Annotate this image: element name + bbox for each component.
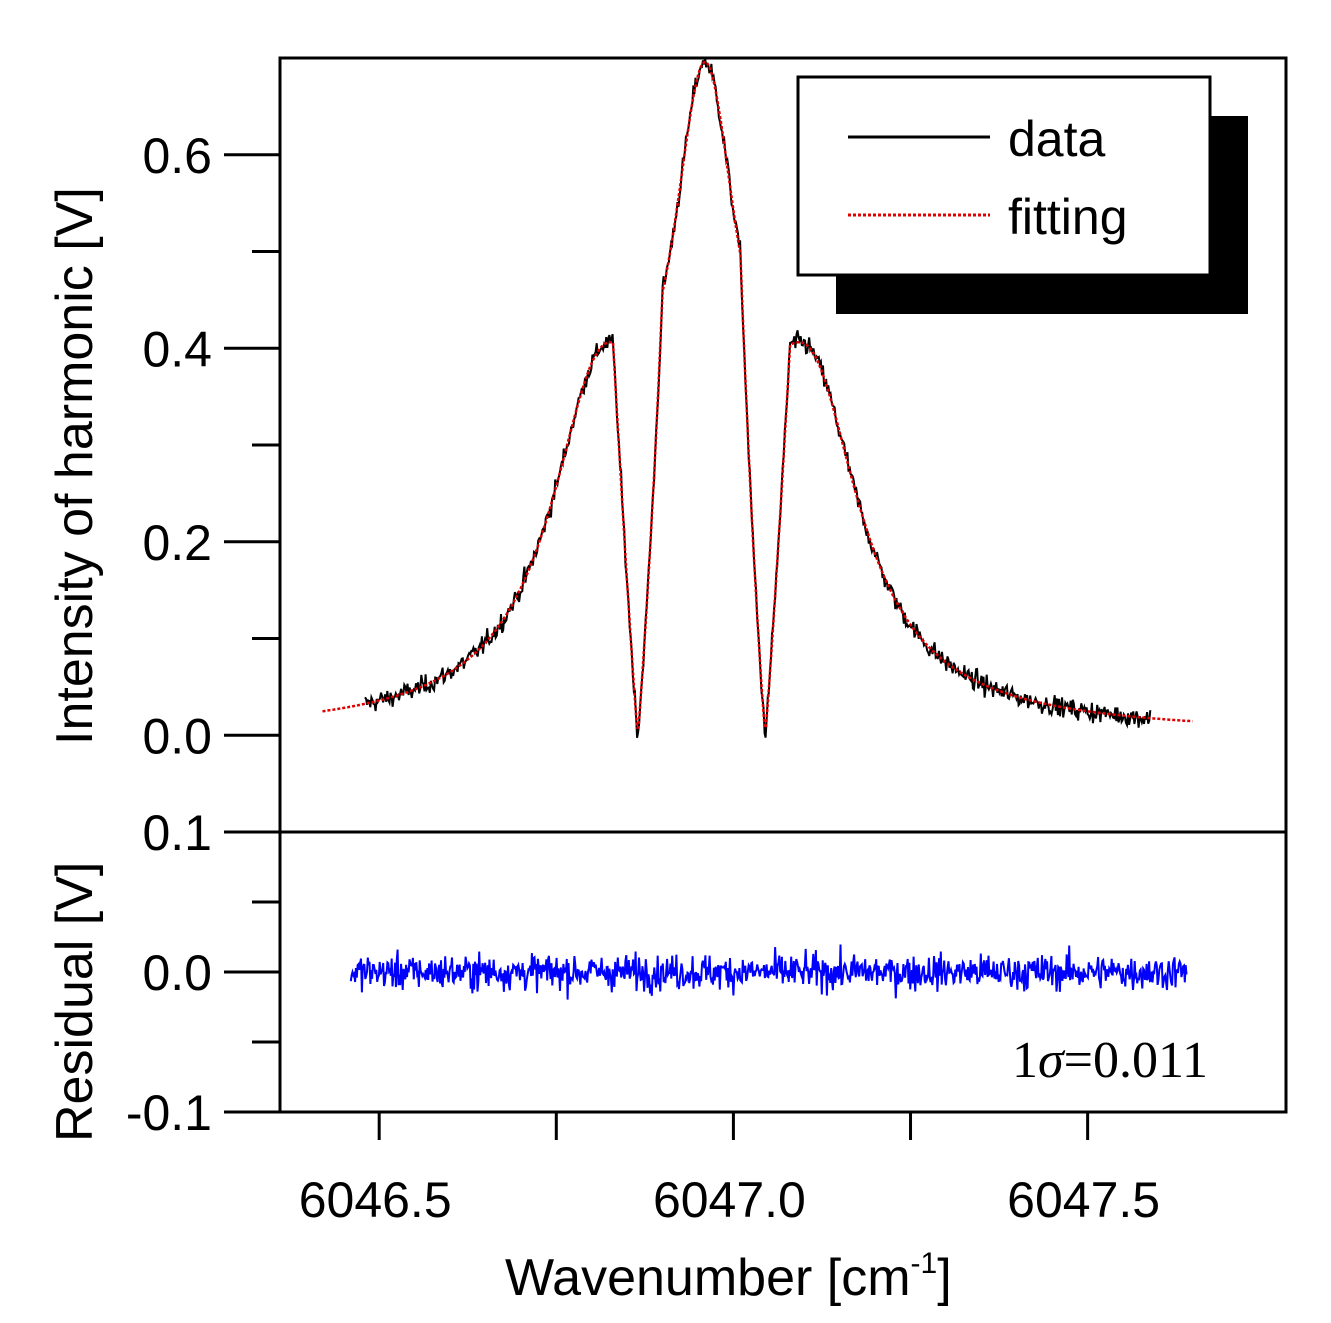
sigma-symbol: σ [1038, 1032, 1066, 1089]
y-tick-label: 0.0 [142, 708, 212, 764]
residual-y-tick-label: 0.0 [142, 945, 212, 1001]
sigma-prefix: 1 [1012, 1032, 1038, 1089]
residual-series-line [349, 944, 1188, 1000]
data-series-line [364, 56, 1152, 738]
y-tick-label: 0.6 [142, 128, 212, 184]
y-axis-title-residual: Residual [V] [46, 862, 104, 1142]
legend-box [796, 75, 1212, 277]
residual-y-tick-label: 0.1 [142, 805, 212, 861]
x-axis-title-end: ] [937, 1249, 951, 1307]
sigma-annotation: 1σ=0.011 [1012, 1032, 1208, 1089]
legend-data-label: data [1008, 111, 1106, 167]
x-axis-title-main: Wavenumber [cm [505, 1249, 911, 1307]
residual-y-tick-label: -0.1 [126, 1085, 212, 1141]
y-tick-label: 0.4 [142, 321, 212, 377]
x-ticks: 6046.5 6047.0 6047.5 [299, 1112, 1160, 1228]
y-tick-label: 0.2 [142, 515, 212, 571]
x-axis-title-superscript: -1 [911, 1247, 938, 1280]
x-tick-label: 6047.5 [1007, 1172, 1160, 1228]
x-tick-label: 6047.0 [653, 1172, 806, 1228]
fitting-series-line [322, 60, 1193, 729]
y-axis-title-main: Intensity of harmonic [V] [46, 187, 104, 745]
sigma-suffix: =0.011 [1064, 1032, 1208, 1089]
x-axis-title: Wavenumber [cm-1] [505, 1247, 952, 1307]
residual-y-ticks: -0.1 0.0 0.1 [126, 805, 280, 1141]
legend: data fitting [796, 75, 1248, 314]
x-tick-label: 6046.5 [299, 1172, 452, 1228]
legend-fitting-label: fitting [1008, 189, 1128, 245]
main-y-ticks: 0.0 0.2 0.4 0.6 [142, 128, 280, 764]
